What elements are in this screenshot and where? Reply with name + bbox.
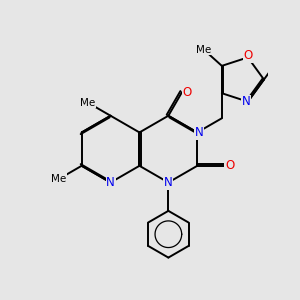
Text: O: O [225,159,234,172]
Text: O: O [243,49,253,62]
Text: Me: Me [196,45,211,55]
Text: N: N [242,95,250,108]
Text: N: N [195,126,203,139]
Text: Me: Me [52,174,67,184]
Text: N: N [106,176,115,189]
Text: N: N [164,176,173,189]
Text: O: O [182,85,192,98]
Text: Me: Me [80,98,96,108]
